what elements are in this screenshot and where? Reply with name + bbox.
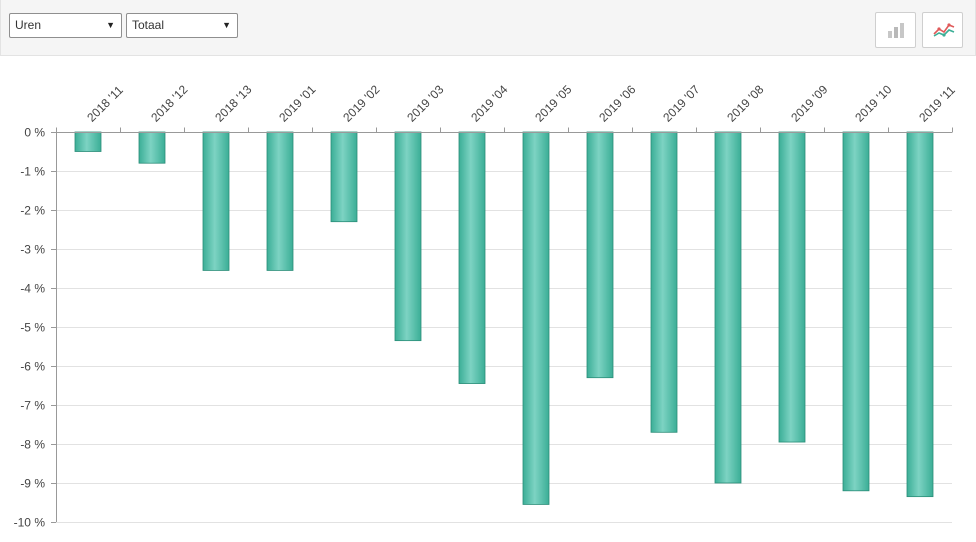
x-tick-label: 2019 '05: [532, 82, 574, 124]
bar[interactable]: [522, 131, 550, 505]
bar[interactable]: [394, 131, 422, 342]
bar[interactable]: [842, 131, 870, 492]
y-tick-label: -9 %: [20, 477, 45, 491]
y-tick-label: -2 %: [20, 204, 45, 218]
gridlines: [56, 171, 952, 523]
bar-chart-button[interactable]: [875, 12, 916, 48]
line-chart-button[interactable]: [922, 12, 963, 48]
bar[interactable]: [202, 131, 230, 271]
x-tick-label: 2019 '09: [788, 82, 830, 124]
x-tick-label: 2019 '10: [852, 82, 894, 124]
x-tick-label: 2019 '08: [724, 82, 766, 124]
y-tick-label: -3 %: [20, 243, 45, 257]
bars: [74, 131, 934, 505]
x-tick-label: 2018 '12: [148, 82, 190, 124]
bar[interactable]: [778, 131, 806, 443]
chevron-down-icon: ▼: [222, 20, 231, 30]
scope-select-value: Totaal: [132, 18, 165, 32]
x-tick-label: 2019 '06: [596, 82, 638, 124]
x-tick-label: 2019 '01: [276, 82, 318, 124]
x-tick-label: 2018 '11: [84, 83, 126, 125]
bar[interactable]: [650, 131, 678, 433]
y-axis: 0 % -1 % -2 % -3 % -4 % -5 % -6 % -7 % -8 % -9 % -…: [14, 126, 57, 530]
bar[interactable]: [458, 131, 486, 384]
x-tick-label: 2018 '13: [212, 82, 254, 124]
x-tick-label: 2019 '02: [340, 82, 382, 124]
measure-select[interactable]: Uren ▼: [9, 13, 122, 38]
x-tick-label: 2019 '07: [660, 82, 702, 124]
y-tick-label: -6 %: [20, 360, 45, 374]
bar[interactable]: [714, 131, 742, 484]
scope-select[interactable]: Totaal ▼: [126, 13, 238, 38]
bar[interactable]: [330, 131, 358, 223]
bar-chart-icon: [888, 23, 904, 38]
x-tick-label: 2019 '11: [916, 83, 958, 125]
x-tick-label: 2019 '04: [468, 82, 510, 124]
measure-select-value: Uren: [15, 18, 42, 32]
y-tick-label: 0 %: [24, 126, 45, 140]
bar[interactable]: [74, 131, 102, 152]
bar[interactable]: [906, 131, 934, 498]
x-tick-label: 2019 '03: [404, 82, 446, 124]
bar[interactable]: [138, 131, 166, 164]
y-tick-label: -5 %: [20, 321, 45, 335]
x-axis: 2018 '11 2018 '12 2018 '13 2019 '01 2019 '02…: [56, 82, 958, 133]
y-tick-label: -8 %: [20, 438, 45, 452]
bar[interactable]: [586, 131, 614, 379]
y-tick-label: -7 %: [20, 399, 45, 413]
bar[interactable]: [266, 131, 294, 271]
line-chart-icon: [933, 23, 955, 37]
y-tick-label: -4 %: [20, 282, 45, 296]
chart-toolbar: Uren ▼ Totaal ▼: [0, 0, 976, 56]
y-tick-label: -1 %: [20, 165, 45, 179]
y-tick-label: -10 %: [14, 516, 46, 530]
chevron-down-icon: ▼: [106, 20, 115, 30]
